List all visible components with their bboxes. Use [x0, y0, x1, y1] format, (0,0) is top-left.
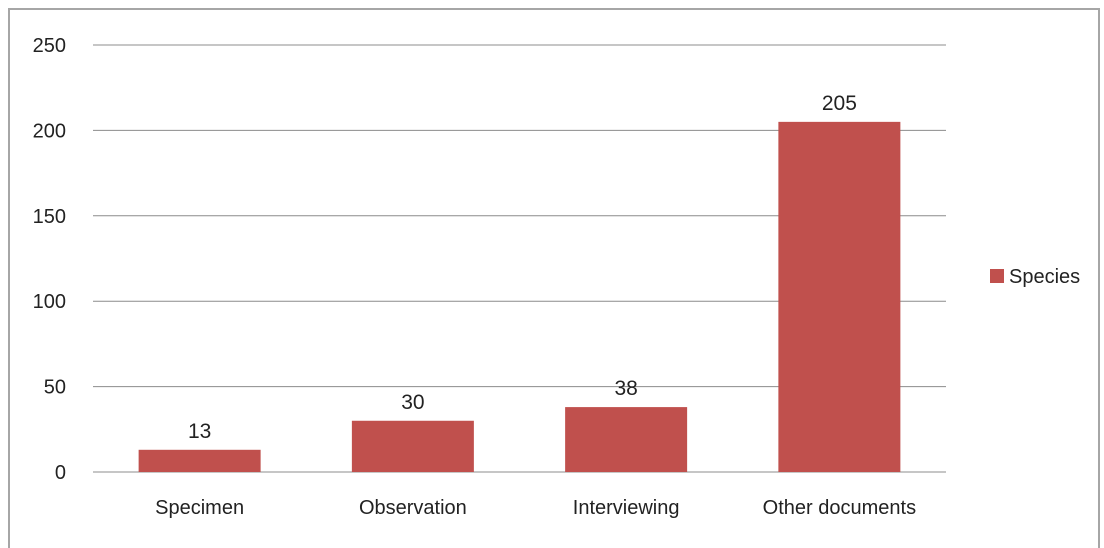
- y-tick-label: 100: [33, 291, 66, 313]
- y-tick-label: 200: [33, 120, 66, 142]
- x-axis-ticks: Specimen Observation Interviewing Other doc…: [155, 497, 916, 519]
- bars: [138, 121, 901, 473]
- y-tick-label: 50: [44, 377, 66, 399]
- data-label: 30: [401, 391, 424, 414]
- x-tick-label: Interviewing: [573, 497, 680, 519]
- x-tick-label: Other documents: [763, 497, 916, 519]
- x-tick-label: Observation: [359, 497, 467, 519]
- data-label: 38: [614, 377, 637, 400]
- legend-swatch-species: [990, 269, 1004, 283]
- y-tick-label: 0: [55, 462, 66, 484]
- bar-other-documents: [778, 121, 901, 473]
- y-tick-label: 250: [33, 35, 66, 57]
- bar-specimen: [138, 449, 261, 472]
- data-label: 205: [822, 92, 857, 115]
- legend-label-species: Species: [1009, 266, 1080, 288]
- legend: Species: [990, 266, 1080, 288]
- bar-interviewing: [565, 407, 688, 472]
- x-tick-label: Specimen: [155, 497, 244, 519]
- y-tick-label: 150: [33, 206, 66, 228]
- data-labels: 13 30 38 205: [188, 92, 857, 443]
- chart-frame: [8, 8, 1100, 548]
- bar-observation: [351, 420, 474, 472]
- data-label: 13: [188, 420, 211, 443]
- y-axis-ticks: 0 50 100 150 200 250: [33, 35, 66, 484]
- bar-chart: 0 50 100 150 200 250 13 30 38 205 Specimen Observ…: [33, 35, 1081, 519]
